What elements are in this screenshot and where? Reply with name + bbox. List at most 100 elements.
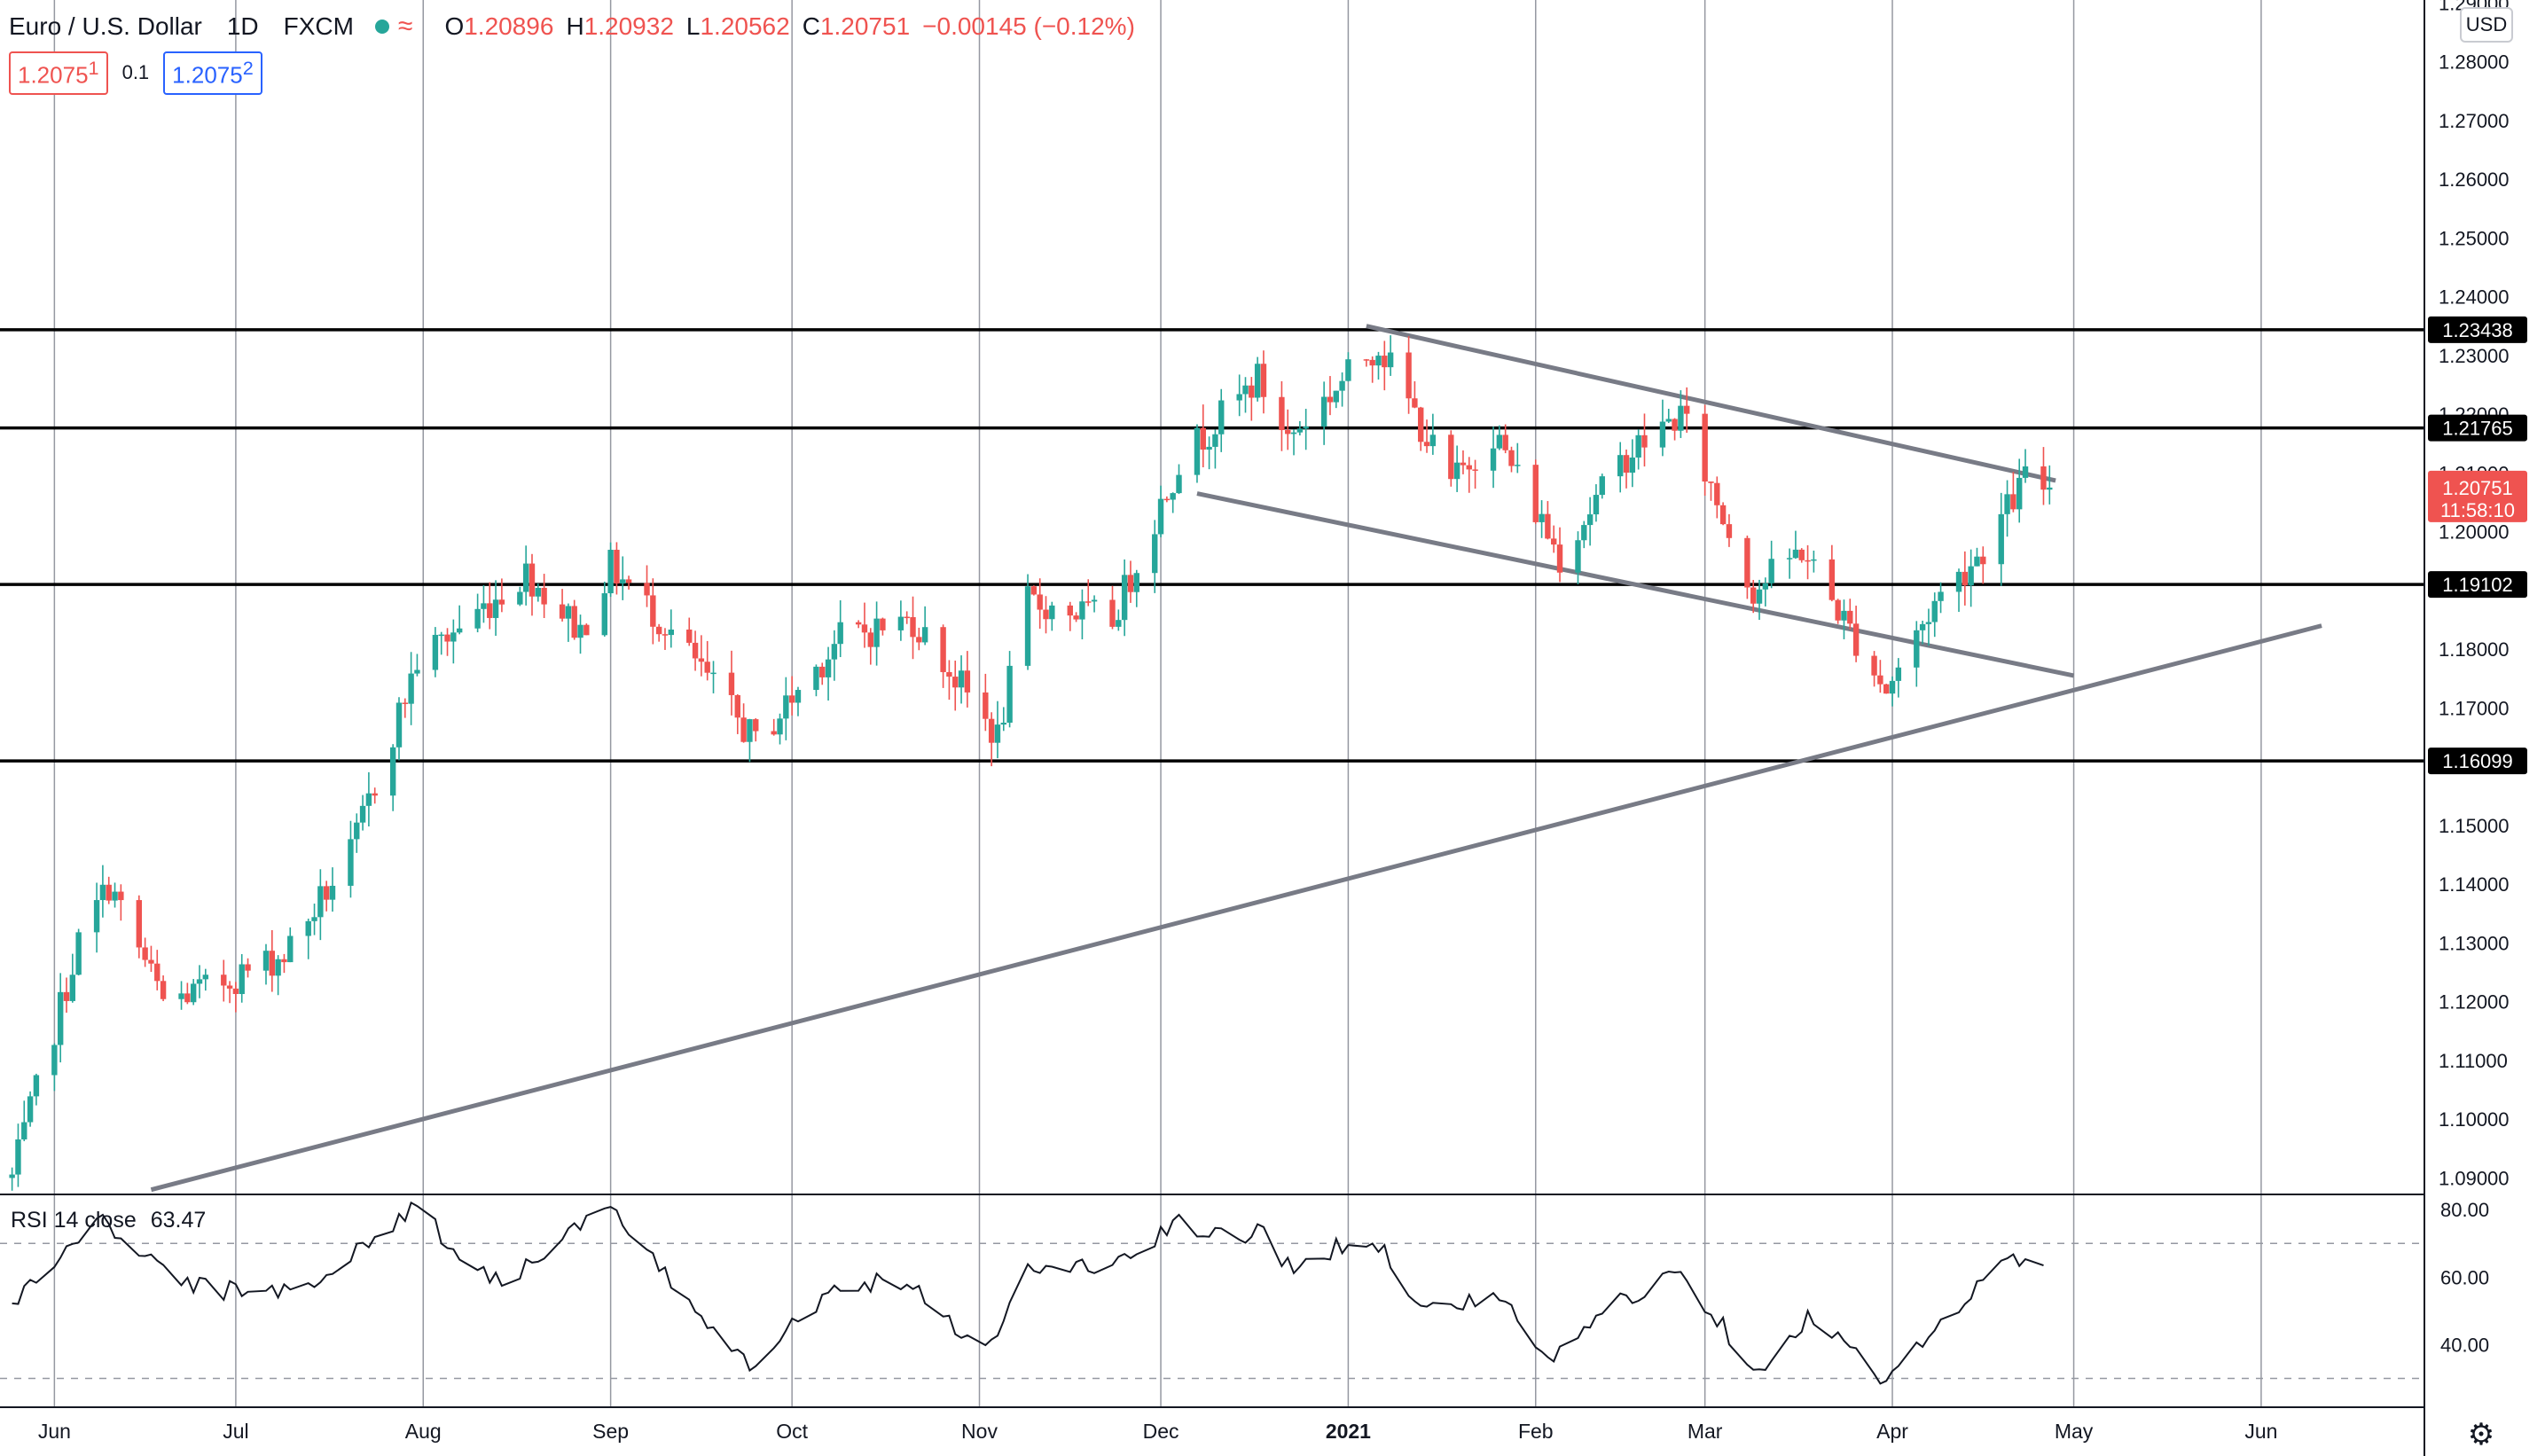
candle-body [2016, 477, 2023, 510]
candle-body [873, 618, 880, 647]
candle-body [1586, 514, 1594, 526]
candle-body [522, 563, 529, 592]
eye-dot-icon[interactable] [374, 20, 389, 34]
candle-body [2022, 466, 2029, 478]
candle-body [1490, 448, 1497, 471]
candle-body [583, 624, 590, 636]
candle-body [1792, 549, 1799, 559]
buy-button[interactable]: 1.20752 [163, 51, 262, 95]
high-value: 1.20932 [583, 12, 674, 40]
candle-body [1030, 586, 1038, 595]
candle-body [148, 959, 154, 964]
symbol-name[interactable]: Euro / U.S. Dollar [9, 12, 202, 40]
price-tags: 1.23438 1.21765 1.19102 1.16099 1.2075111:58… [2428, 316, 2527, 775]
candle-body [432, 634, 439, 670]
candle-body [438, 634, 444, 637]
horizontal-levels[interactable] [0, 328, 2424, 763]
candle-body [1708, 481, 1714, 483]
visibility-toggle[interactable]: ≈ [374, 12, 413, 41]
candle-body [1532, 465, 1539, 522]
candle-body [1617, 455, 1624, 477]
candle-body [408, 673, 414, 704]
candle-body [916, 637, 922, 643]
candle-body [57, 991, 64, 1045]
candle-body [1938, 591, 1944, 601]
candle-body [1333, 390, 1339, 403]
candle-body [63, 991, 70, 1001]
candle-body [668, 629, 674, 636]
candle-body [710, 672, 717, 675]
candle-body [535, 587, 541, 597]
rsi-label[interactable]: RSI 14 close [11, 1208, 137, 1233]
trend-line[interactable] [1196, 491, 2075, 678]
candle-body [655, 626, 662, 635]
candle-body [1079, 601, 1085, 620]
wave-icon[interactable]: ≈ [397, 12, 413, 41]
price-tick-label: 1.25000 [2439, 227, 2510, 249]
candle-body [99, 884, 106, 901]
candle-body [27, 1096, 34, 1123]
candle-body [1085, 601, 1092, 603]
candle-body [728, 672, 735, 695]
trend-lines[interactable] [150, 324, 2322, 1193]
gear-icon[interactable]: ⚙ [2467, 1418, 2495, 1452]
candle-body [1006, 665, 1013, 724]
ask-price: 1.2075 [172, 61, 243, 89]
level-price-tag-label: 1.16099 [2442, 750, 2513, 772]
candle-body [389, 747, 396, 796]
candle-body [2010, 494, 2016, 510]
level-price-tag [2428, 748, 2527, 775]
candle-body [106, 884, 112, 901]
candle-body [1406, 352, 1412, 399]
candle-body [1290, 432, 1297, 434]
sell-button[interactable]: 1.20751 [9, 51, 108, 95]
candle-body [1811, 559, 1817, 561]
high-label: H [566, 12, 584, 40]
price-tick-label: 1.18000 [2439, 638, 2510, 661]
candle-body [305, 920, 311, 936]
candle-body [1260, 364, 1267, 397]
exchange-label: FXCM [283, 12, 354, 40]
candle-body [577, 624, 583, 638]
candle-body [964, 670, 971, 693]
candle-body [1049, 605, 1055, 620]
candle-body [1429, 434, 1437, 447]
currency-button[interactable]: USD [2460, 7, 2513, 43]
candle-body [1768, 559, 1774, 583]
candle-body [788, 695, 795, 703]
trend-line[interactable] [150, 623, 2322, 1193]
candle-body [650, 595, 656, 627]
candle-body [1127, 575, 1134, 592]
candle-body [1043, 609, 1049, 620]
candle-body [474, 608, 481, 629]
candle-body [1254, 364, 1261, 398]
time-axis[interactable]: Jun Jul Aug Sep Oct Nov Dec 2021 Feb Mar Apr May Jun [38, 1420, 2278, 1443]
candle-body [348, 839, 354, 886]
candle-body [880, 618, 886, 630]
candle-body [1091, 599, 1098, 602]
candle-body [1629, 457, 1636, 474]
candle-body [1466, 465, 1472, 470]
candle-body [620, 579, 626, 584]
candle-body [112, 891, 118, 901]
level-price-tag-label: 1.19102 [2442, 574, 2513, 596]
price-tick-label: 1.24000 [2439, 286, 2510, 309]
trend-line[interactable] [1366, 324, 2056, 483]
candle-body [1678, 405, 1684, 431]
last-price-tag [2428, 470, 2527, 522]
candle-body [813, 666, 819, 691]
price-tick-label: 1.09000 [2439, 1167, 2510, 1189]
candle-body [867, 632, 873, 647]
low-label: L [685, 12, 701, 40]
candle-body [2004, 494, 2010, 514]
candle-body [196, 979, 203, 984]
price-axis[interactable]: 1.09000 1.10000 1.11000 1.12000 1.13000 1.140… [2439, 0, 2510, 1356]
candle-body [825, 659, 832, 677]
candle-body [1635, 434, 1641, 458]
candle-body [921, 627, 928, 643]
interval-label[interactable]: 1D [226, 12, 259, 40]
candle-body [395, 702, 403, 748]
candle-body [269, 951, 276, 976]
